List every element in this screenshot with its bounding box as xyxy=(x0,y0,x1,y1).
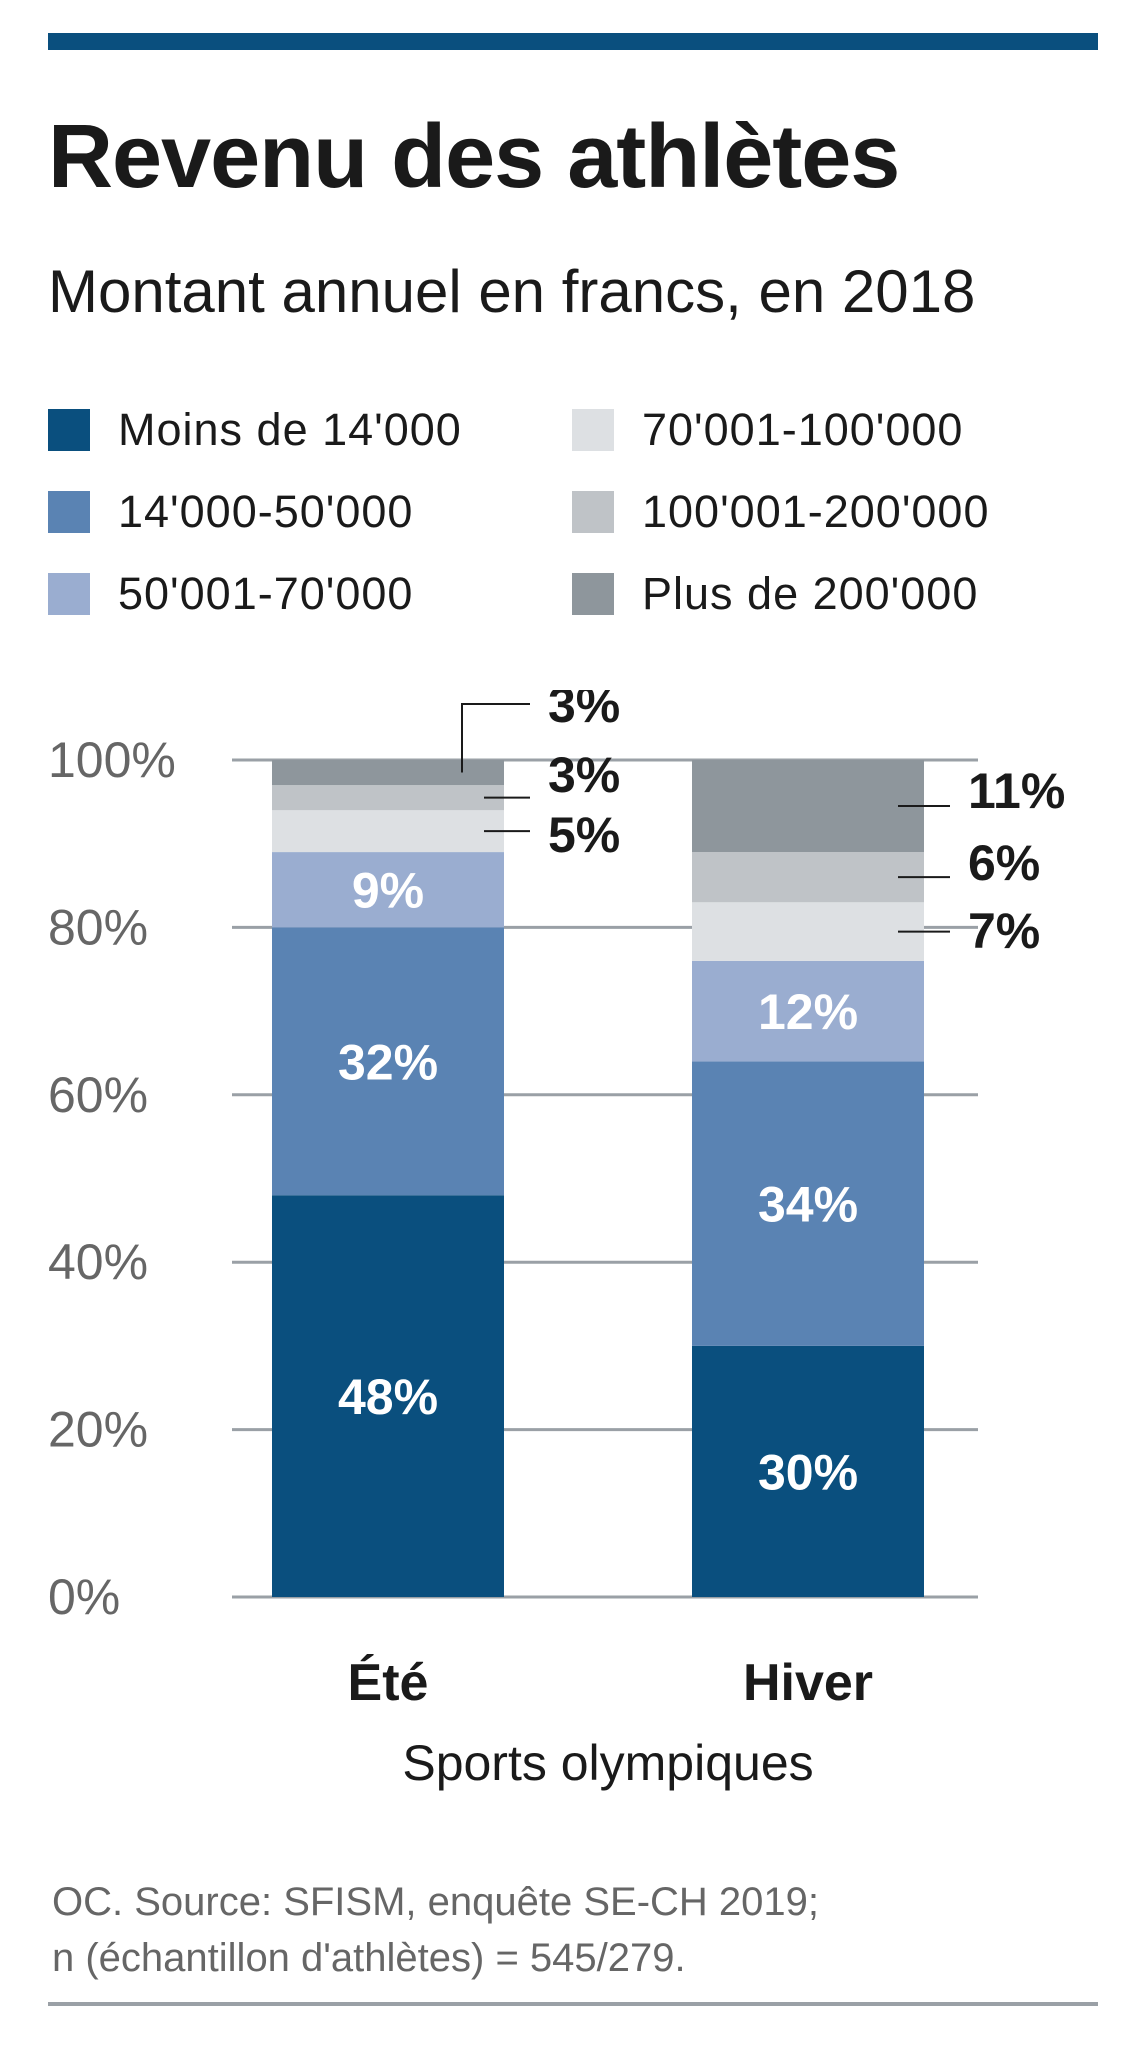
bar-segment xyxy=(272,760,504,786)
y-tick-label: 40% xyxy=(48,1234,148,1290)
legend-label: 50'001-70'000 xyxy=(118,568,414,619)
bar-segment xyxy=(272,1195,504,1597)
y-tick-label: 100% xyxy=(48,732,176,788)
bar-segment xyxy=(692,902,924,961)
legend-item: 100'001-200'000 xyxy=(572,482,990,542)
bar-segment xyxy=(272,785,504,811)
x-tick-label: Hiver xyxy=(743,1654,873,1712)
bar-segment xyxy=(272,810,504,853)
bar-segment xyxy=(692,760,924,853)
source-line-1: OC. Source: SFISM, enquête SE-CH 2019; xyxy=(52,1880,820,1924)
stacked-bar-chart: 0%20%40%60%80%100%48%32%9%5%3%3%Été30%34… xyxy=(48,690,1065,1791)
legend-swatch xyxy=(48,491,90,533)
x-axis-title: Sports olympiques xyxy=(402,1735,813,1791)
bar-segment xyxy=(272,852,504,928)
data-label: 9% xyxy=(352,863,424,919)
top-rule xyxy=(48,33,1098,50)
legend: Moins de 14'000 14'000-50'000 50'001-70'… xyxy=(48,400,1108,630)
legend-label: 70'001-100'000 xyxy=(642,404,964,455)
y-tick-label: 20% xyxy=(48,1402,148,1458)
bar-segment xyxy=(692,1061,924,1346)
y-tick-label: 0% xyxy=(48,1569,120,1625)
data-label: 34% xyxy=(758,1177,858,1233)
source-note: OC. Source: SFISM, enquête SE-CH 2019; n… xyxy=(52,1874,819,1986)
data-label: 11% xyxy=(968,763,1065,819)
y-tick-label: 80% xyxy=(48,899,148,955)
data-label: 3% xyxy=(548,690,620,733)
data-label: 5% xyxy=(548,807,620,863)
x-tick-label: Été xyxy=(348,1654,429,1712)
legend-item: Plus de 200'000 xyxy=(572,564,978,624)
legend-item: 70'001-100'000 xyxy=(572,400,963,460)
data-label: 32% xyxy=(338,1034,438,1090)
bar-segment xyxy=(692,1345,924,1597)
legend-label: 100'001-200'000 xyxy=(642,486,990,537)
data-label: 3% xyxy=(548,747,620,803)
callout-leader xyxy=(461,703,530,773)
legend-item: 14'000-50'000 xyxy=(48,482,413,542)
bar-segment xyxy=(692,960,924,1062)
chart-subtitle: Montant annuel en francs, en 2018 xyxy=(48,258,976,325)
source-line-2: n (échantillon d'athlètes) = 545/279. xyxy=(52,1936,686,1980)
chart-title: Revenu des athlètes xyxy=(48,107,900,207)
bar-segment xyxy=(272,927,504,1196)
data-label: 48% xyxy=(338,1369,438,1425)
legend-swatch xyxy=(572,491,614,533)
legend-label: Moins de 14'000 xyxy=(118,404,462,455)
legend-label: 14'000-50'000 xyxy=(118,486,414,537)
data-label: 12% xyxy=(758,984,858,1040)
data-label: 7% xyxy=(968,903,1040,959)
data-label: 30% xyxy=(758,1444,858,1500)
legend-swatch xyxy=(572,573,614,615)
legend-item: 50'001-70'000 xyxy=(48,564,413,624)
bar-segment xyxy=(692,852,924,903)
legend-label: Plus de 200'000 xyxy=(642,568,979,619)
legend-swatch xyxy=(572,409,614,451)
bottom-rule xyxy=(48,2002,1098,2006)
legend-swatch xyxy=(48,573,90,615)
y-tick-label: 60% xyxy=(48,1067,148,1123)
data-label: 6% xyxy=(968,835,1040,891)
legend-item: Moins de 14'000 xyxy=(48,400,462,460)
legend-swatch xyxy=(48,409,90,451)
